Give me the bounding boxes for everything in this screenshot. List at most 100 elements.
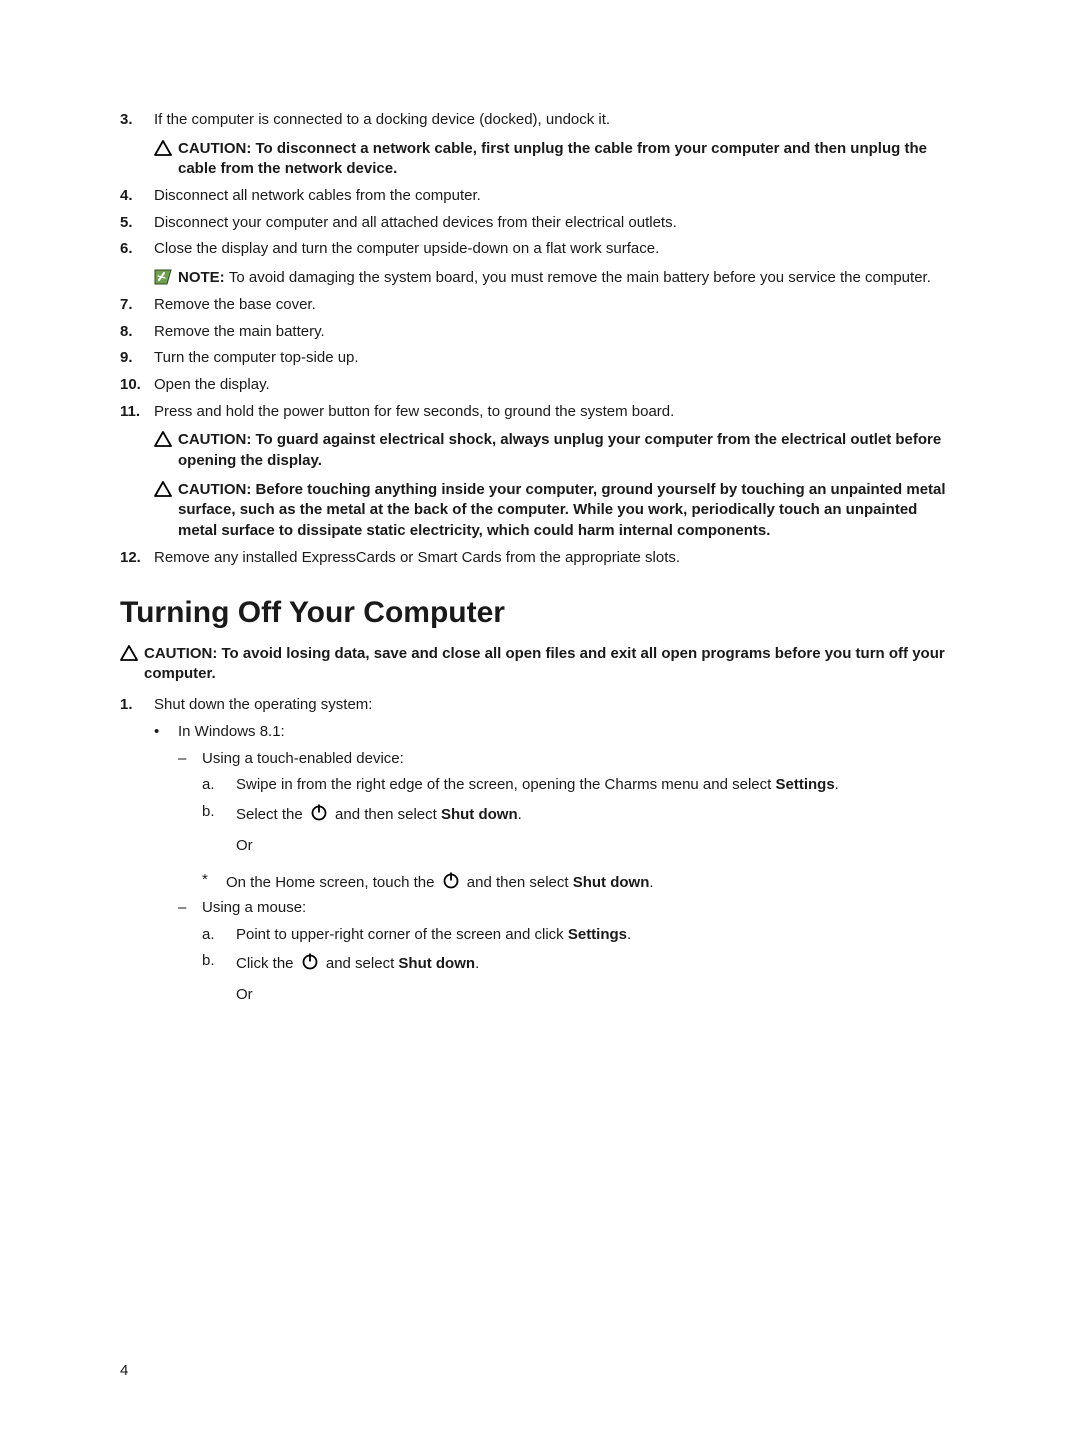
step-text: Disconnect all network cables from the c… [154, 186, 960, 207]
power-icon [441, 870, 461, 890]
caution-ground-yourself: CAUTION: Before touching anything inside… [154, 478, 960, 542]
step-3: 3. If the computer is connected to a doc… [120, 110, 960, 131]
step-6: 6. Close the display and turn the comput… [120, 239, 960, 260]
step-text: Close the display and turn the computer … [154, 239, 960, 260]
dash-mouse: – Using a mouse: [178, 898, 960, 919]
substep-text: Point to upper-right corner of the scree… [236, 925, 631, 946]
step-number: 5. [120, 213, 154, 234]
step-8: 8. Remove the main battery. [120, 322, 960, 343]
text-bold: Settings [775, 776, 834, 793]
step-text: Press and hold the power button for few … [154, 402, 960, 423]
letter-mark: a. [202, 925, 236, 946]
step-text: Turn the computer top-side up. [154, 348, 960, 369]
caution-lead: CAUTION: [178, 140, 256, 157]
caution-lead: CAUTION: [178, 481, 256, 498]
dash-text: Using a touch-enabled device: [202, 749, 404, 770]
caution-text: CAUTION: To avoid losing data, save and … [144, 644, 960, 685]
bullet-windows81: • In Windows 8.1: [154, 722, 960, 743]
power-icon [309, 802, 329, 822]
text-pre: Select the [236, 806, 307, 823]
note-lead: NOTE: [178, 269, 229, 286]
caution-text: CAUTION: To disconnect a network cable, … [178, 139, 960, 180]
text-post: . [475, 955, 479, 972]
bullet-text: In Windows 8.1: [178, 722, 285, 743]
substep-text: Swipe in from the right edge of the scre… [236, 775, 839, 796]
text-pre: Click the [236, 955, 298, 972]
text-pre: Point to upper-right corner of the scree… [236, 926, 568, 943]
caution-body: Before touching anything inside your com… [178, 481, 946, 539]
text-post: . [835, 776, 839, 793]
caution-icon [154, 139, 178, 180]
step-text: Disconnect your computer and all attache… [154, 213, 960, 234]
substep-a-swipe: a. Swipe in from the right edge of the s… [202, 775, 960, 796]
step-4: 4. Disconnect all network cables from th… [120, 186, 960, 207]
caution-text: CAUTION: To guard against electrical sho… [178, 430, 960, 471]
substep-a-mouse-settings: a. Point to upper-right corner of the sc… [202, 925, 960, 946]
step-number: 6. [120, 239, 154, 260]
dash-text: Using a mouse: [202, 898, 306, 919]
caution-body: To disconnect a network cable, first unp… [178, 140, 927, 178]
caution-text: CAUTION: Before touching anything inside… [178, 480, 960, 542]
star-text: On the Home screen, touch the and then s… [226, 870, 654, 894]
star-home-screen: * On the Home screen, touch the and then… [202, 870, 960, 894]
caution-lead: CAUTION: [144, 645, 222, 662]
caution-body: To guard against electrical shock, alway… [178, 431, 941, 469]
text-mid: and then select [331, 806, 441, 823]
substep-b-select-power: b. Select the and then select Shut down. [202, 802, 960, 826]
star-mark: * [202, 870, 226, 894]
step-10: 10. Open the display. [120, 375, 960, 396]
bullet-mark: • [154, 722, 178, 743]
note-remove-battery: NOTE: To avoid damaging the system board… [154, 266, 960, 289]
step-number: 9. [120, 348, 154, 369]
power-icon [300, 951, 320, 971]
text-mid: and then select [463, 874, 573, 891]
step-1-shutdown: 1. Shut down the operating system: [120, 695, 960, 716]
step-number: 11. [120, 402, 154, 423]
substep-text: Click the and select Shut down. [236, 951, 479, 975]
step-number: 12. [120, 548, 154, 569]
note-body: To avoid damaging the system board, you … [229, 269, 931, 286]
text-pre: Swipe in from the right edge of the scre… [236, 776, 775, 793]
note-icon [154, 268, 178, 289]
substep-text: Select the and then select Shut down. [236, 802, 522, 826]
note-text: NOTE: To avoid damaging the system board… [178, 268, 960, 289]
caution-electrical-shock: CAUTION: To guard against electrical sho… [154, 428, 960, 471]
caution-lead: CAUTION: [178, 431, 256, 448]
caution-body: To avoid losing data, save and close all… [144, 645, 945, 683]
step-5: 5. Disconnect your computer and all atta… [120, 213, 960, 234]
letter-mark: b. [202, 802, 236, 826]
step-text: Shut down the operating system: [154, 695, 960, 716]
step-number: 7. [120, 295, 154, 316]
dash-mark: – [178, 749, 202, 770]
step-7: 7. Remove the base cover. [120, 295, 960, 316]
page: 3. If the computer is connected to a doc… [0, 0, 1080, 1434]
text-bold: Shut down [398, 955, 475, 972]
text-bold: Shut down [573, 874, 650, 891]
text-post: . [627, 926, 631, 943]
letter-mark: b. [202, 951, 236, 975]
caution-disconnect-cable: CAUTION: To disconnect a network cable, … [154, 137, 960, 180]
step-11: 11. Press and hold the power button for … [120, 402, 960, 423]
step-number: 10. [120, 375, 154, 396]
dash-mark: – [178, 898, 202, 919]
section-title: Turning Off Your Computer [120, 592, 960, 633]
step-number: 1. [120, 695, 154, 716]
step-text: Remove the main battery. [154, 322, 960, 343]
or-separator-2: Or [236, 985, 960, 1006]
step-12: 12. Remove any installed ExpressCards or… [120, 548, 960, 569]
text-bold: Settings [568, 926, 627, 943]
step-number: 3. [120, 110, 154, 131]
dash-touch-device: – Using a touch-enabled device: [178, 749, 960, 770]
step-text: Open the display. [154, 375, 960, 396]
text-pre: On the Home screen, touch the [226, 874, 439, 891]
step-text: Remove the base cover. [154, 295, 960, 316]
caution-icon [120, 644, 144, 685]
text-post: . [518, 806, 522, 823]
text-mid: and select [322, 955, 399, 972]
step-number: 4. [120, 186, 154, 207]
step-text: Remove any installed ExpressCards or Sma… [154, 548, 960, 569]
caution-data-loss: CAUTION: To avoid losing data, save and … [120, 642, 960, 685]
step-number: 8. [120, 322, 154, 343]
caution-icon [154, 430, 178, 471]
text-post: . [649, 874, 653, 891]
